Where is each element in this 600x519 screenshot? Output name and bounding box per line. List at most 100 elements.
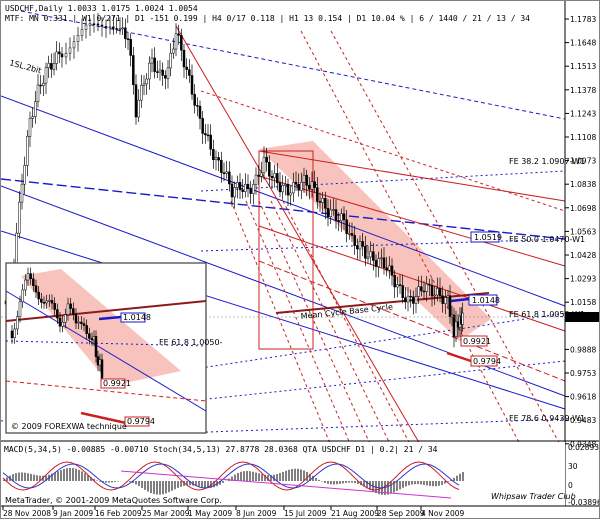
candle-body (88, 23, 92, 26)
fe-78-label: FE 78.6 0.9439-W1 (509, 414, 585, 423)
candle-body (441, 295, 444, 304)
svg-text:1.0519: 1.0519 (474, 233, 502, 242)
svg-text:1.0148: 1.0148 (472, 296, 500, 305)
macd-bar (324, 481, 326, 483)
candle-body (401, 285, 404, 298)
macd-bar (276, 474, 278, 481)
price-tick-label: 1.0428 (570, 251, 596, 260)
candle-body (137, 99, 140, 118)
price-tick-label: 1.1648 (570, 39, 596, 48)
candle-body (358, 241, 362, 250)
macd-bar (33, 474, 35, 481)
candle-body (326, 208, 330, 217)
inset-candle-body (50, 300, 54, 304)
svg-text:0.9921: 0.9921 (463, 337, 491, 346)
inset-candle-body (82, 323, 86, 326)
candle-body (436, 288, 439, 296)
macd-bar (285, 470, 287, 481)
macd-bar (249, 471, 251, 481)
candle-body (382, 257, 386, 268)
macd-bar (402, 481, 404, 488)
candle-body (366, 256, 370, 259)
macd-bar (75, 468, 77, 481)
macd-bar (138, 481, 140, 487)
macd-bar (309, 473, 311, 481)
candle-body (60, 53, 64, 58)
time-label: 15 Jul 2009 (284, 509, 327, 518)
candle-body (268, 161, 271, 177)
macd-bar (21, 472, 23, 481)
macd-bar (327, 481, 329, 484)
mtf-line: MTF: MN 0.331 | W1 0/271 | D1 -151 0.199… (5, 14, 530, 23)
candle-body (28, 118, 32, 137)
candle-body (124, 27, 127, 39)
candle-body (126, 38, 130, 40)
svg-text:0.9794: 0.9794 (473, 357, 501, 366)
candle-body (148, 62, 151, 80)
inset-candle-body (48, 300, 51, 302)
candle-body (217, 157, 220, 161)
macd-bar (354, 481, 356, 484)
candle-body (238, 182, 242, 190)
candle-body (374, 260, 378, 267)
candle-body (428, 283, 431, 286)
inset-candle-body (24, 279, 27, 291)
price-tick-label: 1.1513 (570, 62, 596, 71)
inset-fe-label: FE 61.8 1.0050- (159, 338, 223, 347)
macd-bar (78, 469, 80, 481)
macd-bar (417, 481, 419, 485)
macd-bar (195, 481, 197, 487)
candle-body (377, 258, 380, 267)
macd-bar (129, 481, 131, 482)
macd-bar (246, 470, 248, 481)
candle-body (68, 47, 72, 54)
candle-body (372, 251, 375, 261)
macd-bar (219, 481, 221, 485)
time-axis: 28 Nov 2008 9 Jan 2009 16 Feb 2009 25 Mar 2… (2, 506, 464, 518)
macd-bar (198, 481, 200, 487)
candle-body (169, 52, 172, 69)
macd-bar (96, 480, 98, 481)
macd-bar (330, 481, 332, 485)
candle-body (158, 69, 162, 73)
candle-body (212, 148, 215, 160)
candle-body (112, 26, 115, 29)
inset-candle-body (58, 317, 62, 327)
current-price-tag: 1.0054 (565, 312, 599, 322)
candle-body (31, 116, 34, 119)
inset-candle-body (72, 308, 75, 315)
candle-body (300, 181, 303, 191)
candle-body (198, 105, 202, 119)
candle-body (55, 51, 58, 64)
time-label: 8 Jun 2009 (236, 509, 277, 518)
candle-body (340, 213, 343, 222)
candle-body (388, 265, 391, 271)
inset-box-3: 0.9794 (127, 417, 155, 426)
candle-body (182, 49, 186, 68)
stoch-signal-line (2, 463, 460, 489)
macd-bar (174, 481, 176, 490)
macd-bar (420, 481, 422, 485)
macd-bar (183, 481, 185, 486)
inset-watermark: © 2009 FOREXWA technique (11, 422, 127, 431)
inset-candle-body (37, 291, 40, 300)
macd-bar (234, 474, 236, 481)
ind-tick-3: 0 (568, 481, 573, 490)
macd-bar (213, 481, 215, 488)
macd-bar (255, 472, 257, 481)
candle-body (420, 286, 423, 292)
candle-body (244, 183, 247, 192)
candle-body (310, 181, 314, 190)
candle-body (241, 189, 244, 192)
macd-bar (450, 479, 452, 481)
candle-body (115, 28, 118, 30)
candle-body (297, 184, 300, 191)
macd-bar (291, 469, 293, 481)
price-tick-label: 1.1108 (570, 133, 596, 142)
ind-tick-2: 30 (568, 462, 578, 471)
candle-body (422, 290, 426, 293)
time-label: 28 Sep 2009 (377, 509, 425, 518)
macd-bar (144, 481, 146, 490)
